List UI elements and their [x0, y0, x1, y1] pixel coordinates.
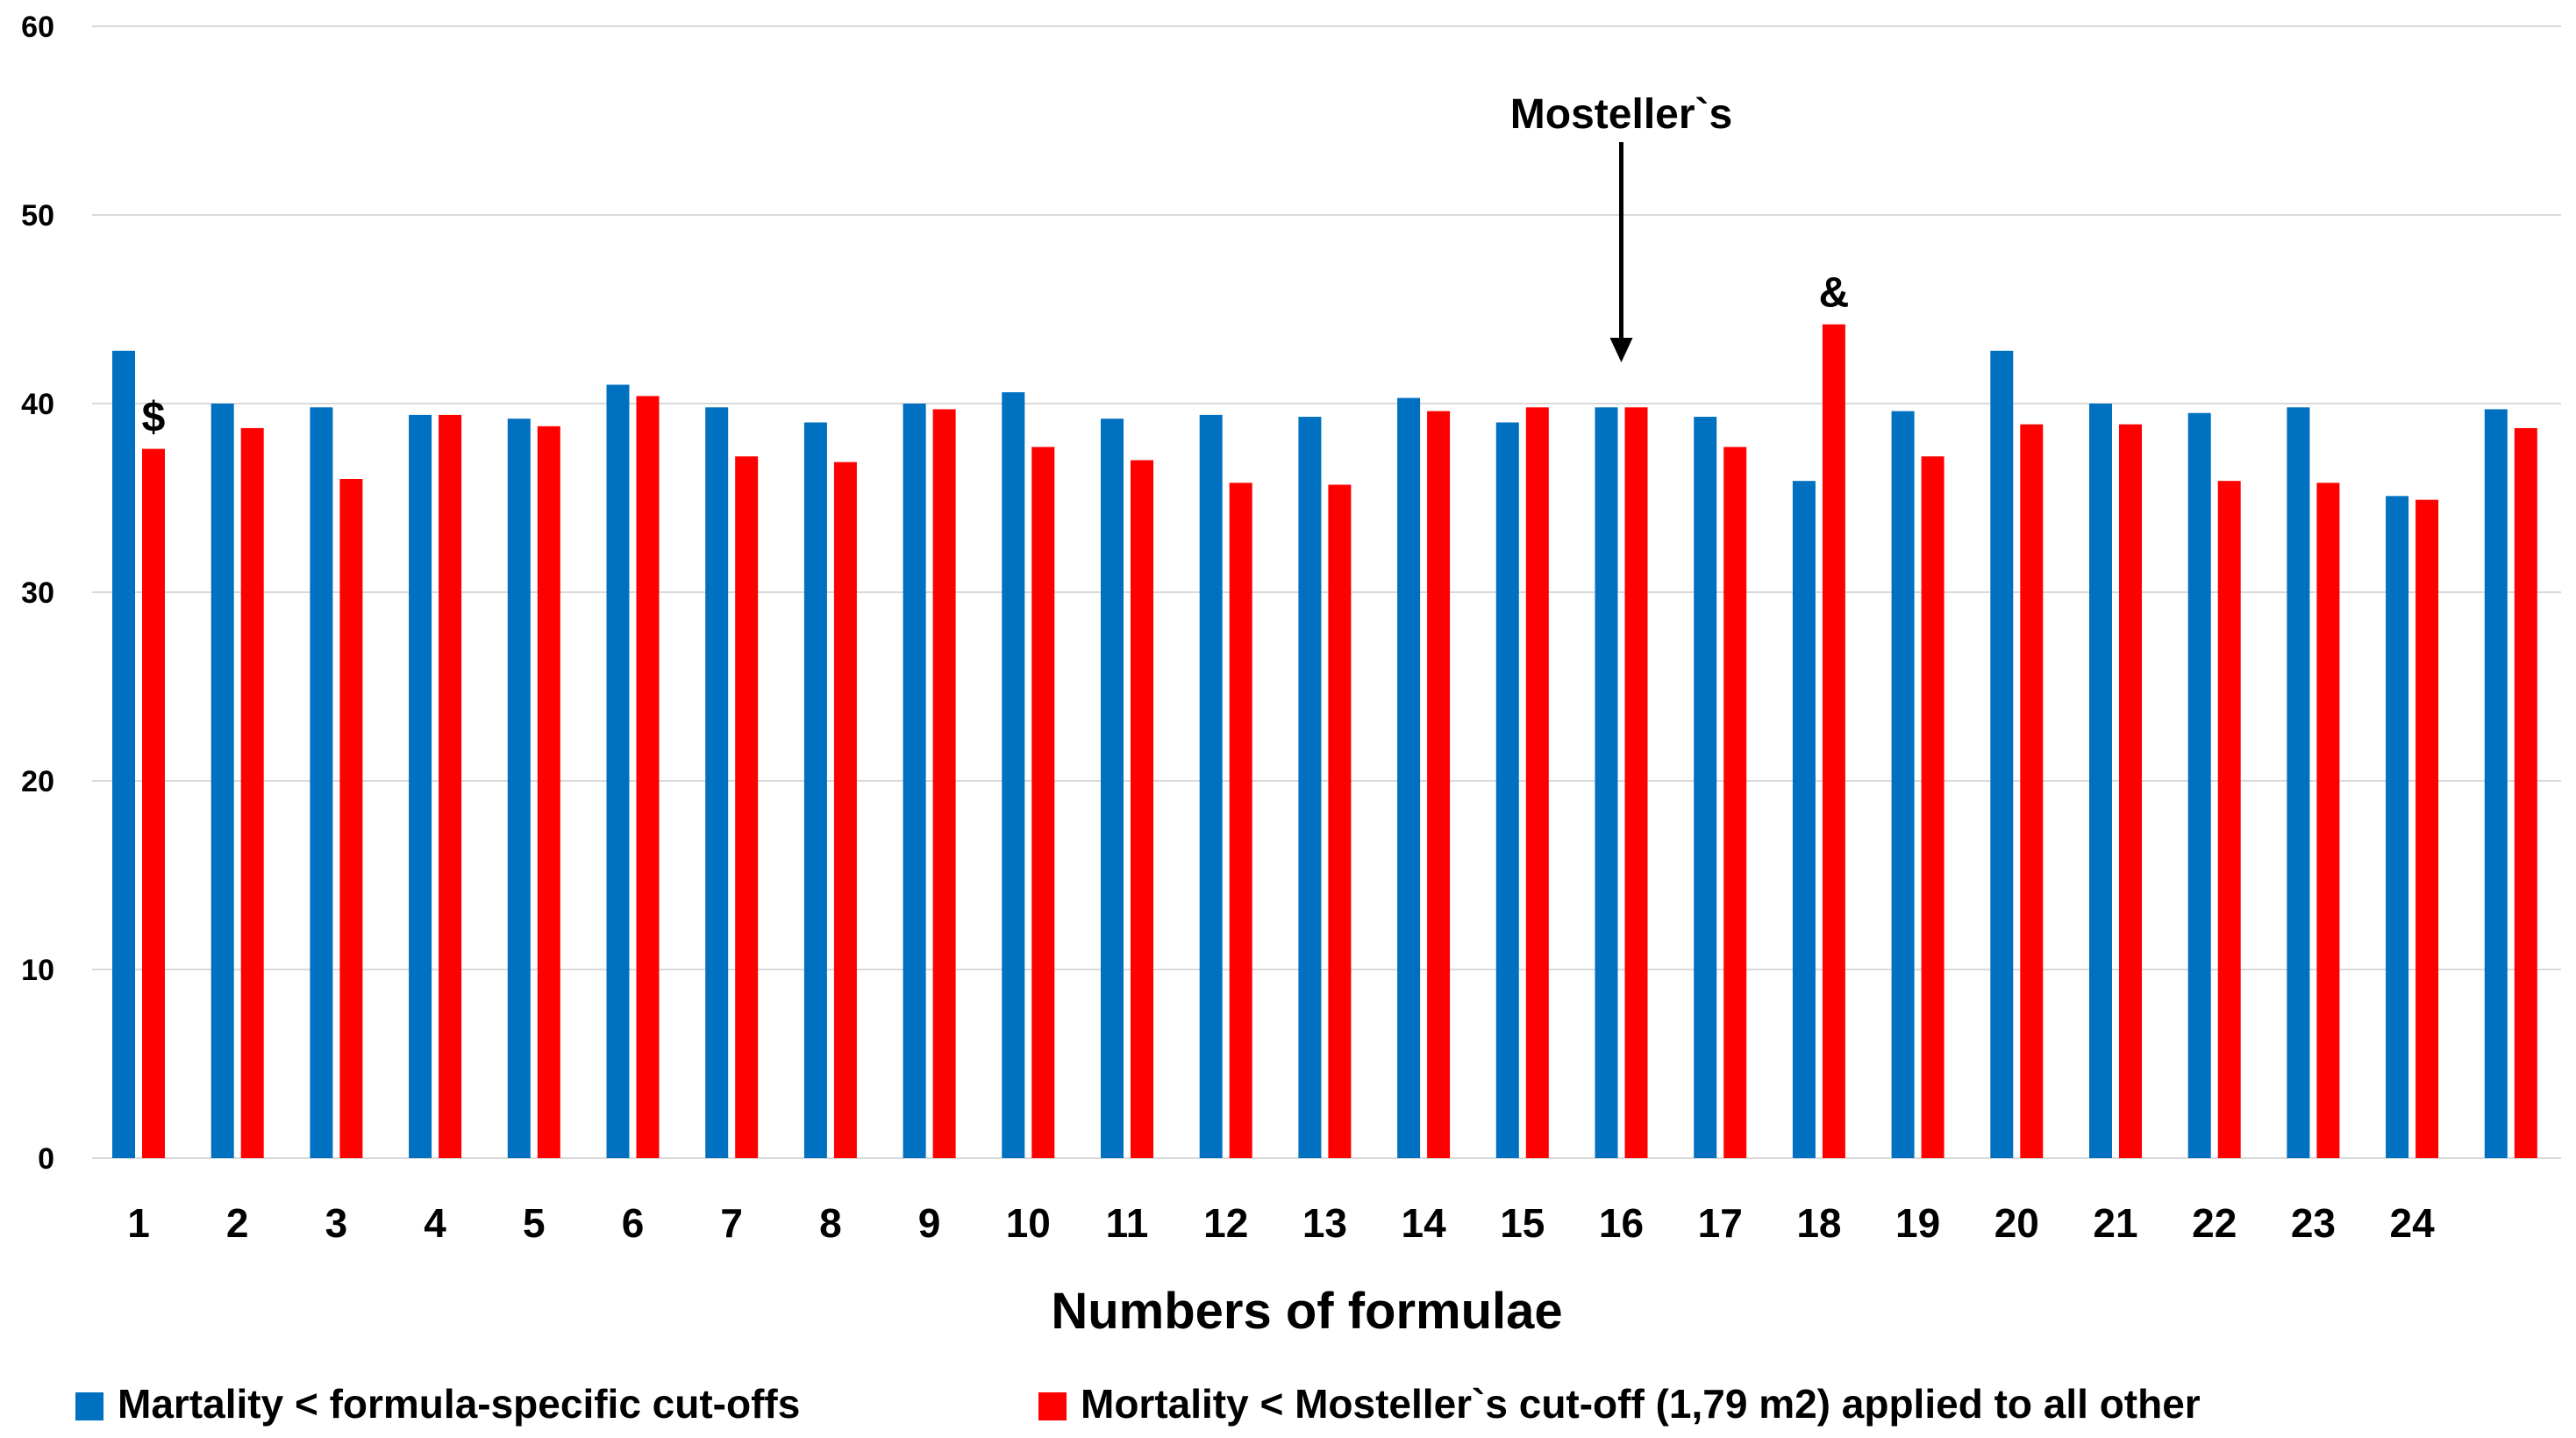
bar-formula-specific: [1990, 350, 2014, 1158]
bar-formula-specific: [803, 422, 827, 1158]
annotation-arrow-head: [1609, 338, 1633, 362]
bar-mosteller-cutoff: [1131, 460, 1153, 1158]
y-tick-label: 40: [21, 388, 54, 421]
x-axis-label: Numbers of formulae: [1051, 1283, 1562, 1340]
legend: Martality < formula-specific cut-offs Mo…: [75, 1381, 2201, 1427]
bar-mosteller-cutoff: [537, 426, 560, 1158]
bar-formula-specific: [211, 404, 234, 1158]
legend-swatch-formula-specific: [75, 1392, 103, 1420]
bar-formula-specific: [2287, 407, 2310, 1158]
x-axis-ticks: 1 2 3 4 5 6 7 8 9 10 11 12 13 14 15 16 17 18 19 20 21 22 23 24: [127, 1200, 2435, 1246]
bar-formula-specific: [1199, 414, 1223, 1158]
bar-mosteller-cutoff: [735, 456, 759, 1158]
bars: [112, 324, 2537, 1159]
bar-mosteller-cutoff: [2020, 424, 2044, 1158]
x-tick-label: 22: [2192, 1200, 2237, 1246]
y-tick-label: 20: [21, 765, 54, 798]
bar-mosteller-cutoff: [2514, 427, 2537, 1158]
bar-mosteller-cutoff: [932, 409, 956, 1158]
bar-mosteller-cutoff: [1723, 447, 1747, 1158]
bar-formula-specific: [1891, 411, 1915, 1159]
bar-mosteller-cutoff: [833, 461, 857, 1158]
x-tick-label: 21: [2093, 1200, 2137, 1246]
y-tick-label: 0: [38, 1142, 54, 1176]
mosteller-annotation: Mosteller`s: [1510, 91, 1732, 138]
bar-mosteller-cutoff: [1822, 324, 1845, 1158]
bar-mosteller-cutoff: [142, 448, 165, 1159]
x-tick-label: 9: [918, 1200, 941, 1246]
x-tick-label: 6: [622, 1200, 645, 1246]
bar-mosteller-cutoff: [636, 396, 660, 1158]
bar-formula-specific: [310, 407, 333, 1158]
x-tick-label: 2: [226, 1200, 249, 1246]
significance-marker: &: [1819, 270, 1850, 317]
bar-mosteller-cutoff: [1624, 407, 1648, 1158]
bar-formula-specific: [1298, 417, 1322, 1158]
bar-formula-specific: [1495, 422, 1519, 1158]
x-tick-label: 16: [1599, 1200, 1644, 1246]
legend-label-formula-specific: Martality < formula-specific cut-offs: [118, 1381, 800, 1427]
bar-mosteller-cutoff: [439, 414, 462, 1158]
x-tick-label: 13: [1302, 1200, 1347, 1246]
bar-formula-specific: [2386, 496, 2409, 1158]
bar-mosteller-cutoff: [339, 479, 363, 1158]
x-tick-label: 17: [1698, 1200, 1743, 1246]
x-tick-label: 3: [325, 1200, 348, 1246]
bar-formula-specific: [903, 404, 926, 1158]
bar-formula-specific: [1595, 407, 1618, 1158]
x-tick-label: 19: [1895, 1200, 1940, 1246]
x-tick-label: 12: [1203, 1200, 1248, 1246]
y-tick-label: 30: [21, 576, 54, 610]
y-tick-label: 10: [21, 954, 54, 987]
x-tick-label: 14: [1402, 1200, 1447, 1246]
bar-formula-specific: [1397, 397, 1421, 1158]
x-tick-label: 15: [1500, 1200, 1545, 1246]
x-tick-label: 4: [424, 1200, 446, 1246]
x-tick-label: 11: [1106, 1200, 1149, 1246]
x-tick-label: 18: [1796, 1200, 1841, 1246]
annotations: $ & Mosteller`s: [142, 91, 1850, 441]
bar-mosteller-cutoff: [2119, 424, 2142, 1158]
bar-mosteller-cutoff: [2316, 483, 2340, 1158]
bar-formula-specific: [112, 350, 135, 1158]
bar-formula-specific: [2484, 409, 2508, 1158]
gridlines: [92, 25, 2561, 1159]
x-tick-label: 7: [720, 1200, 743, 1246]
bar-mosteller-cutoff: [1229, 483, 1252, 1158]
bar-formula-specific: [1002, 392, 1025, 1159]
y-axis-ticks: 0 10 20 30 40 50 60: [21, 11, 54, 1176]
y-tick-label: 60: [21, 11, 54, 44]
y-tick-label: 50: [21, 199, 54, 233]
bar-mosteller-cutoff: [1427, 411, 1451, 1159]
bar-formula-specific: [409, 414, 432, 1158]
bar-mosteller-cutoff: [2217, 481, 2241, 1158]
bar-formula-specific: [507, 419, 531, 1158]
bar-formula-specific: [1101, 419, 1124, 1158]
bar-mosteller-cutoff: [240, 427, 264, 1158]
legend-label-mosteller-cutoff: Mortality < Mosteller`s cut-off (1,79 m2…: [1081, 1381, 2201, 1427]
bar-mosteller-cutoff: [1921, 456, 1944, 1158]
bar-formula-specific: [606, 384, 630, 1158]
legend-swatch-mosteller-cutoff: [1038, 1392, 1067, 1420]
x-tick-label: 5: [523, 1200, 546, 1246]
bar-formula-specific: [2187, 412, 2211, 1158]
significance-marker: $: [142, 395, 166, 441]
x-tick-label: 10: [1006, 1200, 1051, 1246]
x-tick-label: 24: [2390, 1200, 2436, 1246]
bar-formula-specific: [1792, 481, 1816, 1158]
x-tick-label: 8: [819, 1200, 842, 1246]
x-tick-label: 20: [1994, 1200, 2039, 1246]
bar-formula-specific: [705, 407, 729, 1158]
x-tick-label: 1: [127, 1200, 150, 1246]
bar-mosteller-cutoff: [1328, 484, 1352, 1158]
bar-mosteller-cutoff: [2415, 499, 2439, 1158]
bar-formula-specific: [2089, 404, 2112, 1158]
bar-formula-specific: [1694, 417, 1717, 1158]
bar-mosteller-cutoff: [1525, 407, 1549, 1158]
bar-mosteller-cutoff: [1031, 447, 1055, 1158]
x-tick-label: 23: [2291, 1200, 2336, 1246]
